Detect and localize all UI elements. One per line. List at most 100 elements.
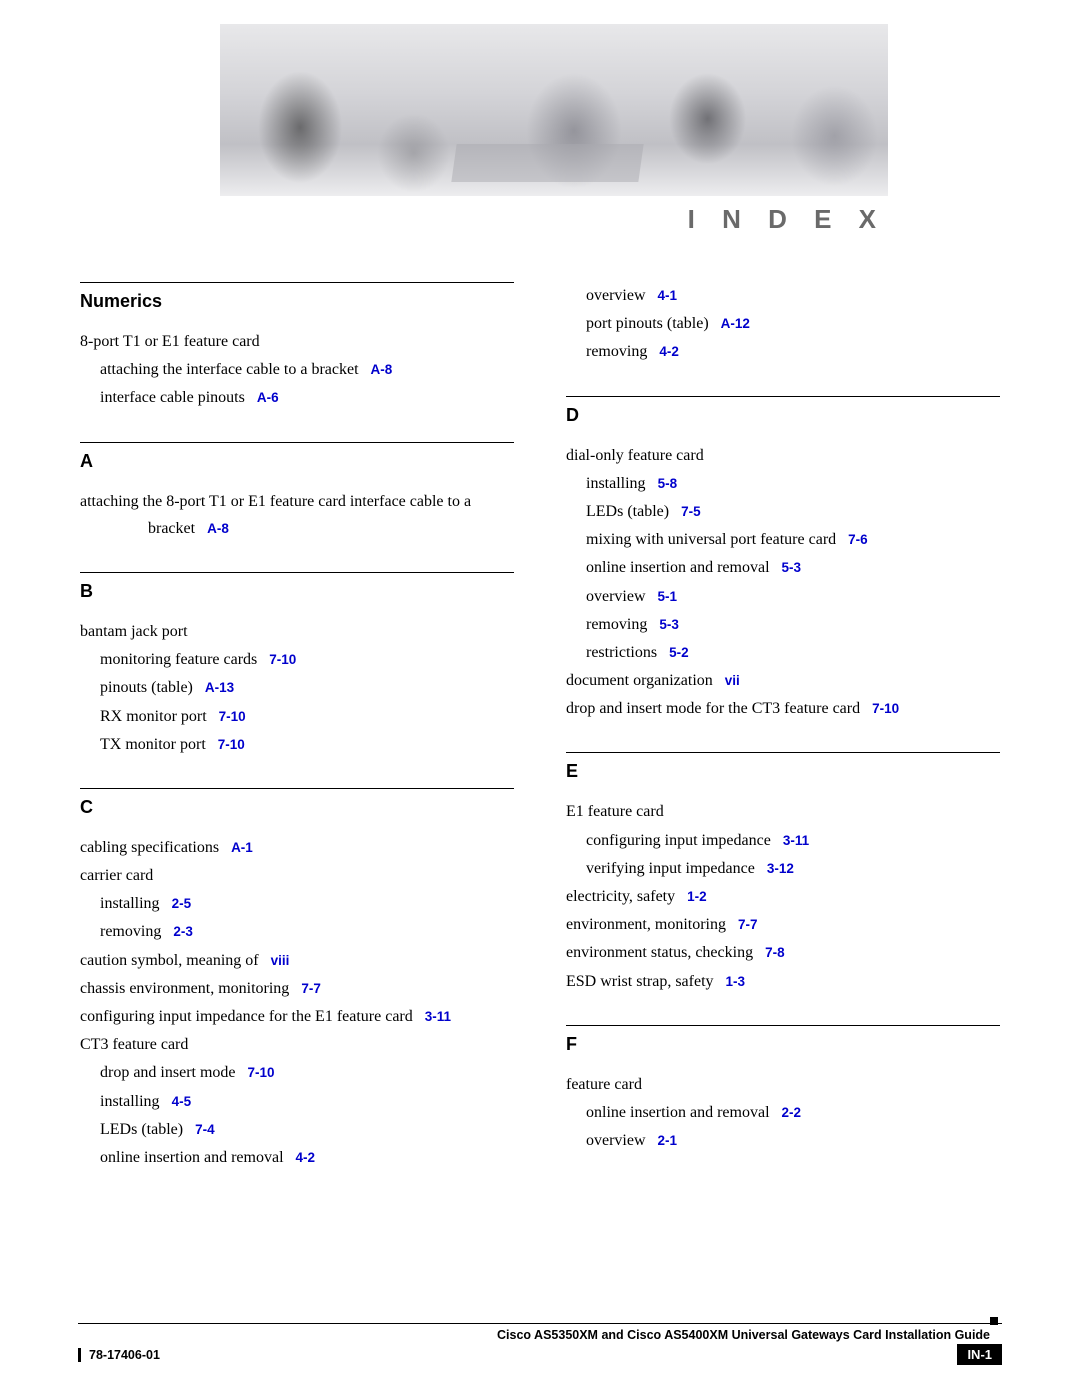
index-entry: drop and insert mode7-10 — [80, 1059, 514, 1086]
entry-text: attaching the interface cable to a brack… — [100, 361, 359, 378]
entry-text: carrier card — [80, 867, 153, 884]
index-entry: E1 feature card — [566, 798, 1000, 825]
index-entry: 8-port T1 or E1 feature card — [80, 328, 514, 355]
index-entry: installing 4-5 — [80, 1088, 514, 1115]
index-entry: overview5-1 — [566, 583, 1000, 610]
section-heading: C — [80, 797, 514, 818]
page-ref-link[interactable]: 7-4 — [195, 1122, 215, 1137]
entry-text: 8-port T1 or E1 feature card — [80, 333, 260, 350]
entry-text: configuring input impedance for the E1 f… — [80, 1008, 413, 1025]
page-ref-link[interactable]: A-6 — [257, 390, 279, 405]
index-title: I N D E X — [688, 204, 886, 235]
index-entry: removing2-3 — [80, 918, 514, 945]
entry-text: removing — [586, 343, 647, 360]
page-ref-link[interactable]: 7-10 — [269, 652, 296, 667]
entry-text: electricity, safety — [566, 888, 675, 905]
entry-text: cabling specifications — [80, 839, 219, 856]
index-entry: RX monitor port 7-10 — [80, 703, 514, 730]
page-ref-link[interactable]: A-12 — [721, 316, 750, 331]
page-ref-link[interactable]: 4-2 — [296, 1150, 316, 1165]
section-heading: Numerics — [80, 291, 514, 312]
page-ref-link[interactable]: 7-5 — [681, 504, 701, 519]
index-entry: attaching the 8-port T1 or E1 feature ca… — [80, 488, 514, 542]
index-entry: online insertion and removal4-2 — [80, 1144, 514, 1171]
section-rule — [566, 1025, 1000, 1026]
entry-text: document organization — [566, 672, 713, 689]
entry-text: installing — [100, 895, 160, 912]
page-ref-link[interactable]: 5-3 — [782, 560, 802, 575]
page-ref-link[interactable]: 7-10 — [218, 737, 245, 752]
entry-text: restrictions — [586, 644, 657, 661]
index-entry: removing5-3 — [566, 611, 1000, 638]
page-ref-link[interactable]: 5-3 — [659, 617, 679, 632]
index-entry: caution symbol, meaning ofviii — [80, 947, 514, 974]
page-ref-link[interactable]: 5-2 — [669, 645, 689, 660]
index-entry: environment, monitoring 7-7 — [566, 911, 1000, 938]
entry-text: monitoring feature cards — [100, 651, 257, 668]
section-heading: A — [80, 451, 514, 472]
page-ref-link[interactable]: 2-1 — [658, 1133, 678, 1148]
page-ref-link[interactable]: A-13 — [205, 680, 234, 695]
page-ref-link[interactable]: 3-12 — [767, 861, 794, 876]
page-ref-link[interactable]: 5-8 — [658, 476, 678, 491]
page-ref-link[interactable]: 2-2 — [782, 1105, 802, 1120]
index-entry: installing5-8 — [566, 470, 1000, 497]
section-heading: B — [80, 581, 514, 602]
page-ref-link[interactable]: 3-11 — [425, 1009, 451, 1024]
index-entry: interface cable pinoutsA-6 — [80, 384, 514, 411]
page-ref-link[interactable]: 1-2 — [687, 889, 707, 904]
page-ref-link[interactable]: 4-2 — [659, 344, 679, 359]
page-ref-link[interactable]: 7-10 — [248, 1065, 275, 1080]
footer-title: Cisco AS5350XM and Cisco AS5400XM Univer… — [78, 1328, 1002, 1342]
entry-text: attaching the 8-port T1 or E1 feature ca… — [80, 493, 471, 537]
page-ref-link[interactable]: 4-5 — [172, 1094, 192, 1109]
entry-text: mixing with universal port feature card — [586, 531, 836, 548]
section-heading: E — [566, 761, 1000, 782]
page-ref-link[interactable]: 7-10 — [872, 701, 899, 716]
entry-text: bantam jack port — [80, 623, 188, 640]
index-entry: electricity, safety 1-2 — [566, 883, 1000, 910]
doc-number: 78-17406-01 — [78, 1348, 160, 1362]
index-entry: LEDs (table)7-4 — [80, 1116, 514, 1143]
page-ref-link[interactable]: 7-7 — [738, 917, 758, 932]
page-number-badge: IN-1 — [957, 1344, 1002, 1365]
entry-text: RX monitor port — [100, 708, 207, 725]
page-ref-link[interactable]: 1-3 — [726, 974, 746, 989]
page-ref-link[interactable]: 4-1 — [658, 288, 678, 303]
page-ref-link[interactable]: 7-10 — [219, 709, 246, 724]
index-entry: restrictions 5-2 — [566, 639, 1000, 666]
page-ref-link[interactable]: A-8 — [207, 521, 229, 536]
page: I N D E X Numerics 8-port T1 or E1 featur… — [0, 0, 1080, 1397]
entry-text: chassis environment, monitoring — [80, 980, 289, 997]
header-banner-image — [220, 24, 888, 196]
page-ref-link[interactable]: 7-8 — [765, 945, 785, 960]
page-ref-link[interactable]: 7-6 — [848, 532, 868, 547]
content-columns: Numerics 8-port T1 or E1 feature card atta… — [80, 282, 1000, 1172]
page-ref-link[interactable]: viii — [271, 953, 290, 968]
page-ref-link[interactable]: 2-5 — [172, 896, 192, 911]
entry-text: ESD wrist strap, safety — [566, 973, 714, 990]
page-ref-link[interactable]: vii — [725, 673, 740, 688]
footer-square-icon — [990, 1317, 998, 1325]
entry-text: verifying input impedance — [586, 860, 755, 877]
index-entry: TX monitor port7-10 — [80, 731, 514, 758]
index-entry: overview4-1 — [566, 282, 1000, 309]
index-entry: environment status, checking7-8 — [566, 939, 1000, 966]
section-heading: F — [566, 1034, 1000, 1055]
page-ref-link[interactable]: 7-7 — [301, 981, 321, 996]
page-ref-link[interactable]: 3-11 — [783, 833, 809, 848]
entry-text: installing — [100, 1093, 160, 1110]
entry-text: E1 feature card — [566, 803, 664, 820]
index-entry: attaching the interface cable to a brack… — [80, 356, 514, 383]
index-entry: ESD wrist strap, safety 1-3 — [566, 968, 1000, 995]
index-entry: dial-only feature card — [566, 442, 1000, 469]
page-ref-link[interactable]: 2-3 — [173, 924, 193, 939]
entry-text: environment, monitoring — [566, 916, 726, 933]
index-entry: cabling specifications A-1 — [80, 834, 514, 861]
footer-rule — [78, 1323, 1002, 1324]
index-entry: configuring input impedance for the E1 f… — [80, 1003, 514, 1030]
entry-text: drop and insert mode for the CT3 feature… — [566, 700, 860, 717]
page-ref-link[interactable]: A-8 — [371, 362, 393, 377]
page-ref-link[interactable]: A-1 — [231, 840, 253, 855]
page-ref-link[interactable]: 5-1 — [658, 589, 678, 604]
